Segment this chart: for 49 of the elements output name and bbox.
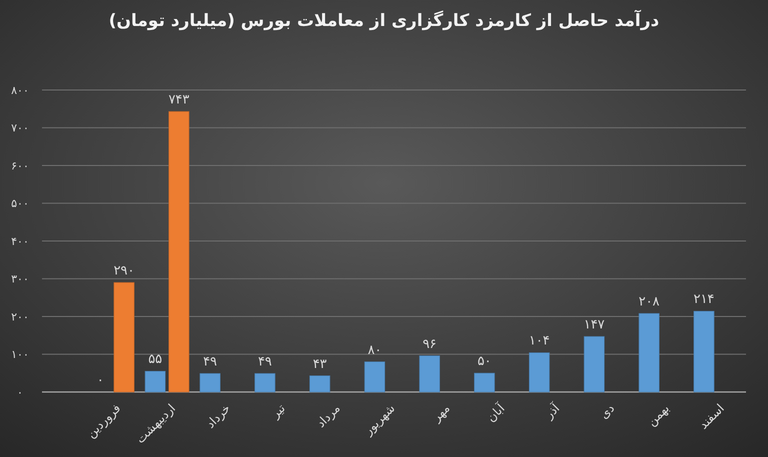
bar — [254, 373, 276, 392]
bar — [474, 372, 495, 392]
data-label: ۴۹ — [203, 354, 218, 370]
x-tick-label: بهمن — [644, 401, 672, 429]
y-tick-label: ۷۰۰ — [11, 122, 29, 135]
x-tick-label: فروردین — [84, 401, 124, 441]
data-label: ۰ — [96, 373, 104, 388]
bar — [419, 355, 440, 392]
bar — [528, 352, 550, 392]
y-tick-label: ۶۰۰ — [11, 159, 29, 172]
data-label: ۲۱۴ — [693, 292, 714, 308]
x-tick-label: مهر — [428, 401, 453, 425]
bar — [584, 336, 605, 392]
y-tick-label: ۸۰۰ — [11, 84, 29, 97]
data-label: ۵۵ — [148, 352, 162, 368]
x-tick-label: آذر — [540, 400, 563, 422]
x-tick-label: آبان — [483, 400, 508, 425]
data-label: ۹۶ — [422, 336, 437, 352]
data-label: ۸۰ — [368, 342, 382, 358]
data-label: ۱۴۷ — [584, 318, 605, 333]
bar — [694, 310, 714, 392]
x-tick-label: شهریور — [360, 401, 398, 438]
data-label: ۲۰۸ — [638, 294, 660, 310]
data-label: ۴۳ — [312, 356, 327, 372]
bar — [144, 370, 166, 392]
bar — [364, 362, 386, 392]
x-tick-label: خرداد — [203, 401, 234, 431]
y-tick-label: ۳۰۰ — [11, 272, 29, 286]
data-label: ۷۴۳ — [168, 92, 190, 108]
x-tick-label: اردیبهشت — [133, 401, 178, 446]
y-tick-label: ۲۰۰ — [11, 310, 29, 324]
bar — [168, 111, 190, 392]
data-label: ۵۰ — [477, 354, 492, 370]
data-label: ۴۹ — [258, 354, 272, 370]
y-tick-label: ۱۰۰ — [11, 348, 29, 362]
bar — [638, 313, 660, 392]
bar — [114, 282, 134, 392]
x-tick-label: تیر — [268, 401, 288, 422]
chart-title: درآمد حاصل از کارمزد کارگزاری از معاملات بورس (میلیارد تومان) — [108, 9, 660, 31]
data-label: ۱۰۴ — [528, 334, 550, 349]
bar — [200, 373, 220, 392]
x-tick-label: اسفند — [696, 401, 727, 432]
y-tick-label: ۰ — [17, 386, 23, 399]
bar — [309, 375, 330, 392]
y-tick-label: ۵۰۰ — [11, 197, 29, 210]
x-tick-label: مرداد — [314, 401, 343, 430]
data-label: ۲۹۰ — [114, 264, 135, 279]
x-tick-label: دی — [596, 401, 618, 422]
y-tick-label: ۴۰۰ — [11, 234, 29, 248]
